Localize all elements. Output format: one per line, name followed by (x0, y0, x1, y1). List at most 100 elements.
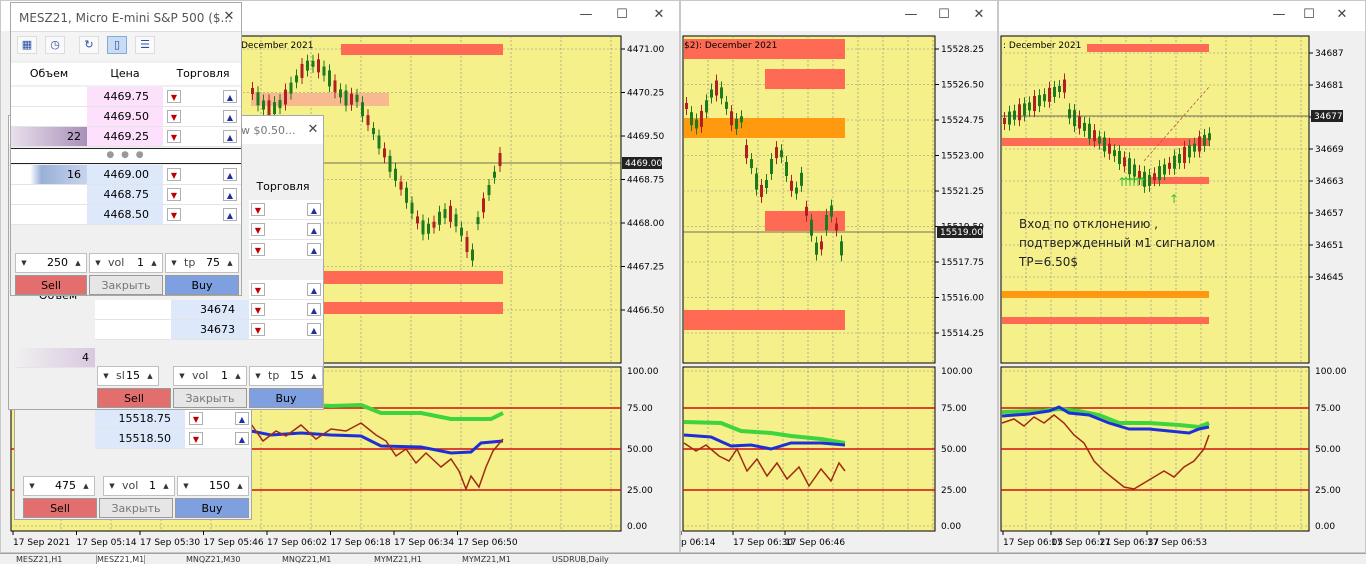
chevron-up-icon[interactable]: ▲ (151, 259, 157, 267)
depth-icon[interactable]: ▯ (107, 36, 127, 54)
sell-limit-icon[interactable]: ▼ (251, 223, 265, 236)
chevron-up-icon[interactable]: ▲ (235, 372, 241, 380)
close-icon[interactable]: ✕ (307, 122, 319, 137)
minimize-icon[interactable]: — (579, 7, 593, 22)
close-icon[interactable]: ✕ (653, 7, 665, 22)
maximize-icon[interactable]: ☐ (616, 7, 628, 22)
maximize-icon[interactable]: ☐ (938, 7, 950, 22)
buy-limit-icon[interactable]: ▲ (307, 303, 321, 316)
close-position-button[interactable]: Закрыть (89, 275, 163, 295)
sell-button[interactable]: Sell (97, 388, 171, 408)
minimize-icon[interactable]: — (904, 7, 918, 22)
sell-limit-icon[interactable]: ▼ (251, 243, 265, 256)
sell-limit-icon[interactable]: ▼ (251, 303, 265, 316)
chart-icon[interactable]: ▦ (17, 36, 37, 54)
close-icon[interactable]: ✕ (223, 9, 235, 24)
buy-limit-icon[interactable]: ▲ (223, 130, 237, 143)
chevron-down-icon[interactable]: ▼ (103, 372, 109, 380)
volume-stepper[interactable]: ▼ vol 1 ▲ (173, 366, 247, 386)
trade-cell[interactable]: ▼ ▲ (163, 127, 241, 147)
dom-row[interactable]: 22 4469.25 ▼ ▲ (11, 127, 241, 147)
price-cell[interactable]: 4468.50 (87, 205, 163, 225)
chart-tab[interactable]: MESZ21,M1 (96, 555, 146, 564)
price-cell[interactable]: 4469.00 (87, 165, 163, 185)
buy-limit-icon[interactable]: ▲ (307, 203, 321, 216)
chevron-up-icon[interactable]: ▲ (83, 482, 89, 490)
trade-cell[interactable]: ▼ ▲ (163, 87, 241, 107)
list-icon[interactable]: ☰ (135, 36, 155, 54)
chart-tab[interactable]: MNQZ21,M1 (282, 555, 332, 564)
chart-window-mymz21[interactable]: — ☐ ✕ ↑ ↑ ↑ ↑ ↑ ↑ ↑ : December 2021 Вход по от… (998, 0, 1366, 553)
price-chart[interactable]: ↑↑↑↑↑↑↑ : December 2021 Вход по отклонен… (999, 31, 1366, 553)
spread-separator[interactable]: ● ● ● (11, 148, 241, 164)
close-position-button[interactable]: Закрыть (99, 498, 173, 518)
chevron-down-icon[interactable]: ▼ (95, 259, 101, 267)
sell-limit-icon[interactable]: ▼ (167, 208, 181, 221)
sell-button[interactable]: Sell (15, 275, 87, 295)
price-cell[interactable]: 34674 (171, 300, 249, 320)
sell-limit-icon[interactable]: ▼ (167, 90, 181, 103)
trade-cell[interactable]: ▼ ▲ (249, 220, 323, 240)
dom-row[interactable]: 4468.75 ▼ ▲ (11, 185, 241, 205)
chevron-up-icon[interactable]: ▲ (147, 372, 153, 380)
volume-stepper[interactable]: ▼ vol 1 ▲ (89, 253, 163, 273)
chevron-down-icon[interactable]: ▼ (109, 482, 115, 490)
price-cell[interactable]: 34673 (171, 320, 249, 340)
clock-icon[interactable]: ◷ (45, 36, 65, 54)
dom-row[interactable]: 4469.75 ▼ ▲ (11, 87, 241, 107)
trade-cell[interactable]: ▼ ▲ (185, 429, 251, 449)
chevron-up-icon[interactable]: ▲ (227, 259, 233, 267)
trade-cell[interactable]: ▼ ▲ (249, 280, 323, 300)
dom-row[interactable]: 16 4469.00 ▼ ▲ (11, 165, 241, 185)
sell-limit-icon[interactable]: ▼ (189, 412, 203, 425)
maximize-icon[interactable]: ☐ (1303, 7, 1315, 22)
chart-tab[interactable]: MYMZ21,H1 (374, 555, 422, 564)
window-titlebar[interactable]: — ☐ ✕ (681, 1, 997, 31)
sell-limit-icon[interactable]: ▼ (167, 110, 181, 123)
buy-limit-icon[interactable]: ▲ (223, 90, 237, 103)
close-icon[interactable]: ✕ (1336, 7, 1348, 22)
sell-limit-icon[interactable]: ▼ (189, 432, 203, 445)
chevron-up-icon[interactable]: ▲ (163, 482, 169, 490)
take-profit-stepper[interactable]: ▼ tp 15 ▲ (249, 366, 323, 386)
buy-limit-icon[interactable]: ▲ (223, 110, 237, 123)
buy-limit-icon[interactable]: ▲ (235, 412, 249, 425)
chart-tab[interactable]: MNQZ21,M30 (186, 555, 241, 564)
buy-limit-icon[interactable]: ▲ (223, 168, 237, 181)
sell-button[interactable]: Sell (23, 498, 97, 518)
buy-limit-icon[interactable]: ▲ (307, 243, 321, 256)
trade-cell[interactable]: ▼ ▲ (163, 205, 241, 225)
dom-row[interactable]: 4468.50 ▼ ▲ (11, 205, 241, 225)
take-profit-stepper[interactable]: ▼ 150 ▲ (177, 476, 249, 496)
close-position-button[interactable]: Закрыть (173, 388, 247, 408)
quantity-stepper[interactable]: ▼ 475 ▲ (23, 476, 95, 496)
price-chart[interactable]: $2): December 2021 15528.25 15526.50 15524… (681, 31, 998, 553)
refresh-icon[interactable]: ↻ (79, 36, 99, 54)
sell-limit-icon[interactable]: ▼ (167, 168, 181, 181)
buy-button[interactable]: Buy (175, 498, 249, 518)
window-titlebar[interactable]: — ☐ ✕ (999, 1, 1365, 31)
trade-cell[interactable]: ▼ ▲ (249, 300, 323, 320)
volume-stepper[interactable]: ▼ vol 1 ▲ (103, 476, 175, 496)
chart-window-mnqz21[interactable]: — ☐ ✕ $2): December 2021 15528.25 15526.5… (680, 0, 998, 553)
price-cell[interactable]: 15518.75 (95, 409, 185, 429)
price-cell[interactable]: 4469.50 (87, 107, 163, 127)
depth-of-market-panel[interactable]: MESZ21, Micro E-mini S&P 500 ($... ✕ ▦ ◷… (10, 2, 242, 296)
trade-cell[interactable]: ▼ ▲ (249, 320, 323, 340)
buy-limit-icon[interactable]: ▲ (307, 223, 321, 236)
chevron-down-icon[interactable]: ▼ (21, 259, 27, 267)
chevron-down-icon[interactable]: ▼ (183, 482, 189, 490)
buy-limit-icon[interactable]: ▲ (235, 432, 249, 445)
price-cell[interactable]: 4469.25 (87, 127, 163, 147)
buy-limit-icon[interactable]: ▲ (307, 283, 321, 296)
chevron-up-icon[interactable]: ▲ (75, 259, 81, 267)
buy-limit-icon[interactable]: ▲ (307, 323, 321, 336)
chevron-down-icon[interactable]: ▼ (171, 259, 177, 267)
sell-limit-icon[interactable]: ▼ (167, 130, 181, 143)
chevron-down-icon[interactable]: ▼ (29, 482, 35, 490)
sell-limit-icon[interactable]: ▼ (251, 283, 265, 296)
trade-cell[interactable]: ▼ ▲ (249, 240, 323, 260)
chevron-down-icon[interactable]: ▼ (179, 372, 185, 380)
sell-limit-icon[interactable]: ▼ (251, 203, 265, 216)
chart-tab[interactable]: MYMZ21,M1 (462, 555, 511, 564)
